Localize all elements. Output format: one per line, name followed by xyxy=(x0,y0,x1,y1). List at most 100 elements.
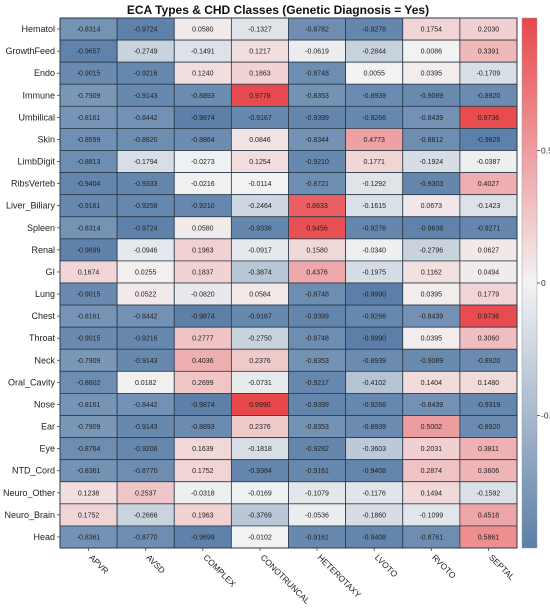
cell-value-label: -0.2796 xyxy=(419,247,443,254)
cell-value-label: -0.8770 xyxy=(134,468,158,475)
cell-value-label: 0.9456 xyxy=(306,225,328,232)
cell-value-label: -0.8344 xyxy=(305,137,329,144)
cell-value-label: -0.8939 xyxy=(362,93,386,100)
cell-value-label: -0.0216 xyxy=(191,181,215,188)
row-label: Head xyxy=(33,532,55,542)
cell-value-label: -0.1794 xyxy=(134,159,158,166)
row-label: Renal xyxy=(31,245,55,255)
cell-value-label: -0.8939 xyxy=(362,358,386,365)
cell-value-label: -0.9015 xyxy=(77,336,101,343)
cell-value-label: -0.1924 xyxy=(419,159,443,166)
cell-value-label: -0.8161 xyxy=(77,314,101,321)
cell-value-label: -0.0536 xyxy=(305,512,329,519)
cell-value-label: -0.9015 xyxy=(77,71,101,78)
cell-value-label: 0.9778 xyxy=(249,93,271,100)
row-label: Oral_Cavity xyxy=(8,377,56,387)
cell-value-label: -0.0102 xyxy=(248,534,272,541)
cell-value-label: 0.2376 xyxy=(249,424,271,431)
cell-value-label: -0.8748 xyxy=(305,71,329,78)
cell-value-label: 0.3811 xyxy=(478,446,499,453)
cell-value-label: -0.3769 xyxy=(248,512,272,519)
cell-value-label: -0.2666 xyxy=(134,512,158,519)
row-label: Neck xyxy=(34,355,55,365)
cell-value-label: 0.0522 xyxy=(135,292,157,299)
cell-value-label: -0.9210 xyxy=(305,159,329,166)
cell-value-label: 0.1238 xyxy=(78,490,100,497)
cell-value-label: -0.9089 xyxy=(419,358,443,365)
cell-value-label: 0.1752 xyxy=(78,512,100,519)
row-labels: Hematol GrowthFeed Endo Immune Umbilical Skin… xyxy=(3,24,60,542)
cell-value-label: -0.0917 xyxy=(248,247,272,254)
column-label: RVOTO xyxy=(430,552,458,580)
heatmap-cells: -0.8314 -0.9724 0.0580 -0.1327 -0.8782 -0.927… xyxy=(59,17,518,549)
cell-value-label: 0.0255 xyxy=(135,269,157,276)
cell-value-label: -0.0946 xyxy=(134,247,158,254)
cell-value-label: -0.9143 xyxy=(134,424,158,431)
cell-value-label: 0.1639 xyxy=(192,446,214,453)
cell-value-label: -0.9399 xyxy=(305,402,329,409)
cell-value-label: -0.8920 xyxy=(477,358,501,365)
cell-value-label: 0.1963 xyxy=(192,512,214,519)
cell-value-label: -0.8599 xyxy=(77,137,101,144)
cell-value-label: 0.1480 xyxy=(478,380,500,387)
row-label: Spleen xyxy=(27,223,55,233)
cell-value-label: -0.9638 xyxy=(419,225,443,232)
cell-value-label: -0.8802 xyxy=(77,380,101,387)
cell-value-label: 0.1404 xyxy=(421,380,443,387)
cell-value-label: -0.9408 xyxy=(362,534,386,541)
cell-value-label: -0.1292 xyxy=(362,181,386,188)
cell-value-label: -0.1615 xyxy=(362,203,386,210)
row-label: Umbilical xyxy=(18,112,55,122)
cell-value-label: -0.8761 xyxy=(419,534,443,541)
cell-value-label: -0.4102 xyxy=(362,380,386,387)
cell-value-label: 0.3391 xyxy=(478,49,500,56)
cell-value-label: 0.0395 xyxy=(421,292,443,299)
color-legend-tick-label: 0 xyxy=(541,278,546,288)
row-label: Eye xyxy=(39,444,55,454)
cell-value-label: -0.9825 xyxy=(477,137,501,144)
cell-value-label: -0.8893 xyxy=(191,93,215,100)
cell-value-label: -0.1327 xyxy=(248,27,272,34)
cell-value-label: -0.8920 xyxy=(477,93,501,100)
cell-value-label: -0.9216 xyxy=(134,336,158,343)
column-label: SEPTAL xyxy=(487,552,517,582)
row-label: Ear xyxy=(41,422,55,432)
cell-value-label: -0.9258 xyxy=(134,203,158,210)
cell-value-label: 0.1240 xyxy=(192,71,214,78)
cell-value-label: -0.1975 xyxy=(362,269,386,276)
cell-value-label: -0.8813 xyxy=(77,159,101,166)
cell-value-label: -0.9724 xyxy=(134,27,158,34)
cell-value-label: 0.1754 xyxy=(421,27,443,34)
cell-value-label: 0.1162 xyxy=(421,269,442,276)
cell-value-label: -0.9143 xyxy=(134,358,158,365)
color-legend-tick-label: -0.5 xyxy=(541,411,550,421)
cell-value-label: 0.1963 xyxy=(192,247,214,254)
cell-value-label: -0.7909 xyxy=(77,424,101,431)
cell-value-label: 0.0580 xyxy=(192,225,214,232)
row-label: GI xyxy=(45,267,55,277)
cell-value-label: 0.0494 xyxy=(478,269,500,276)
row-label: NTD_Cord xyxy=(12,466,55,476)
cell-value-label: 0.4518 xyxy=(478,512,500,519)
cell-value-label: -0.9161 xyxy=(305,534,329,541)
column-label: AVSD xyxy=(144,552,167,575)
cell-value-label: -0.9990 xyxy=(362,336,386,343)
cell-value-label: -0.9874 xyxy=(191,314,215,321)
row-label: Neuro_Brain xyxy=(4,510,55,520)
cell-value-label: -0.9384 xyxy=(248,468,272,475)
cell-value-label: 0.9990 xyxy=(249,402,271,409)
cell-value-label: -0.8439 xyxy=(419,115,443,122)
cell-value-label: -0.0273 xyxy=(191,159,215,166)
cell-value-label: -0.2464 xyxy=(248,203,272,210)
cell-value-label: -0.8161 xyxy=(77,115,101,122)
cell-value-label: -0.8361 xyxy=(77,534,101,541)
cell-value-label: -0.8442 xyxy=(134,314,158,321)
row-label: Liver_Biliary xyxy=(6,201,56,211)
cell-value-label: -0.9336 xyxy=(248,225,272,232)
cell-value-label: -0.1709 xyxy=(477,71,501,78)
cell-value-label: -0.9699 xyxy=(191,534,215,541)
cell-value-label: -0.1592 xyxy=(477,490,501,497)
cell-value-label: 0.1254 xyxy=(249,159,271,166)
cell-value-label: -0.8820 xyxy=(134,137,158,144)
